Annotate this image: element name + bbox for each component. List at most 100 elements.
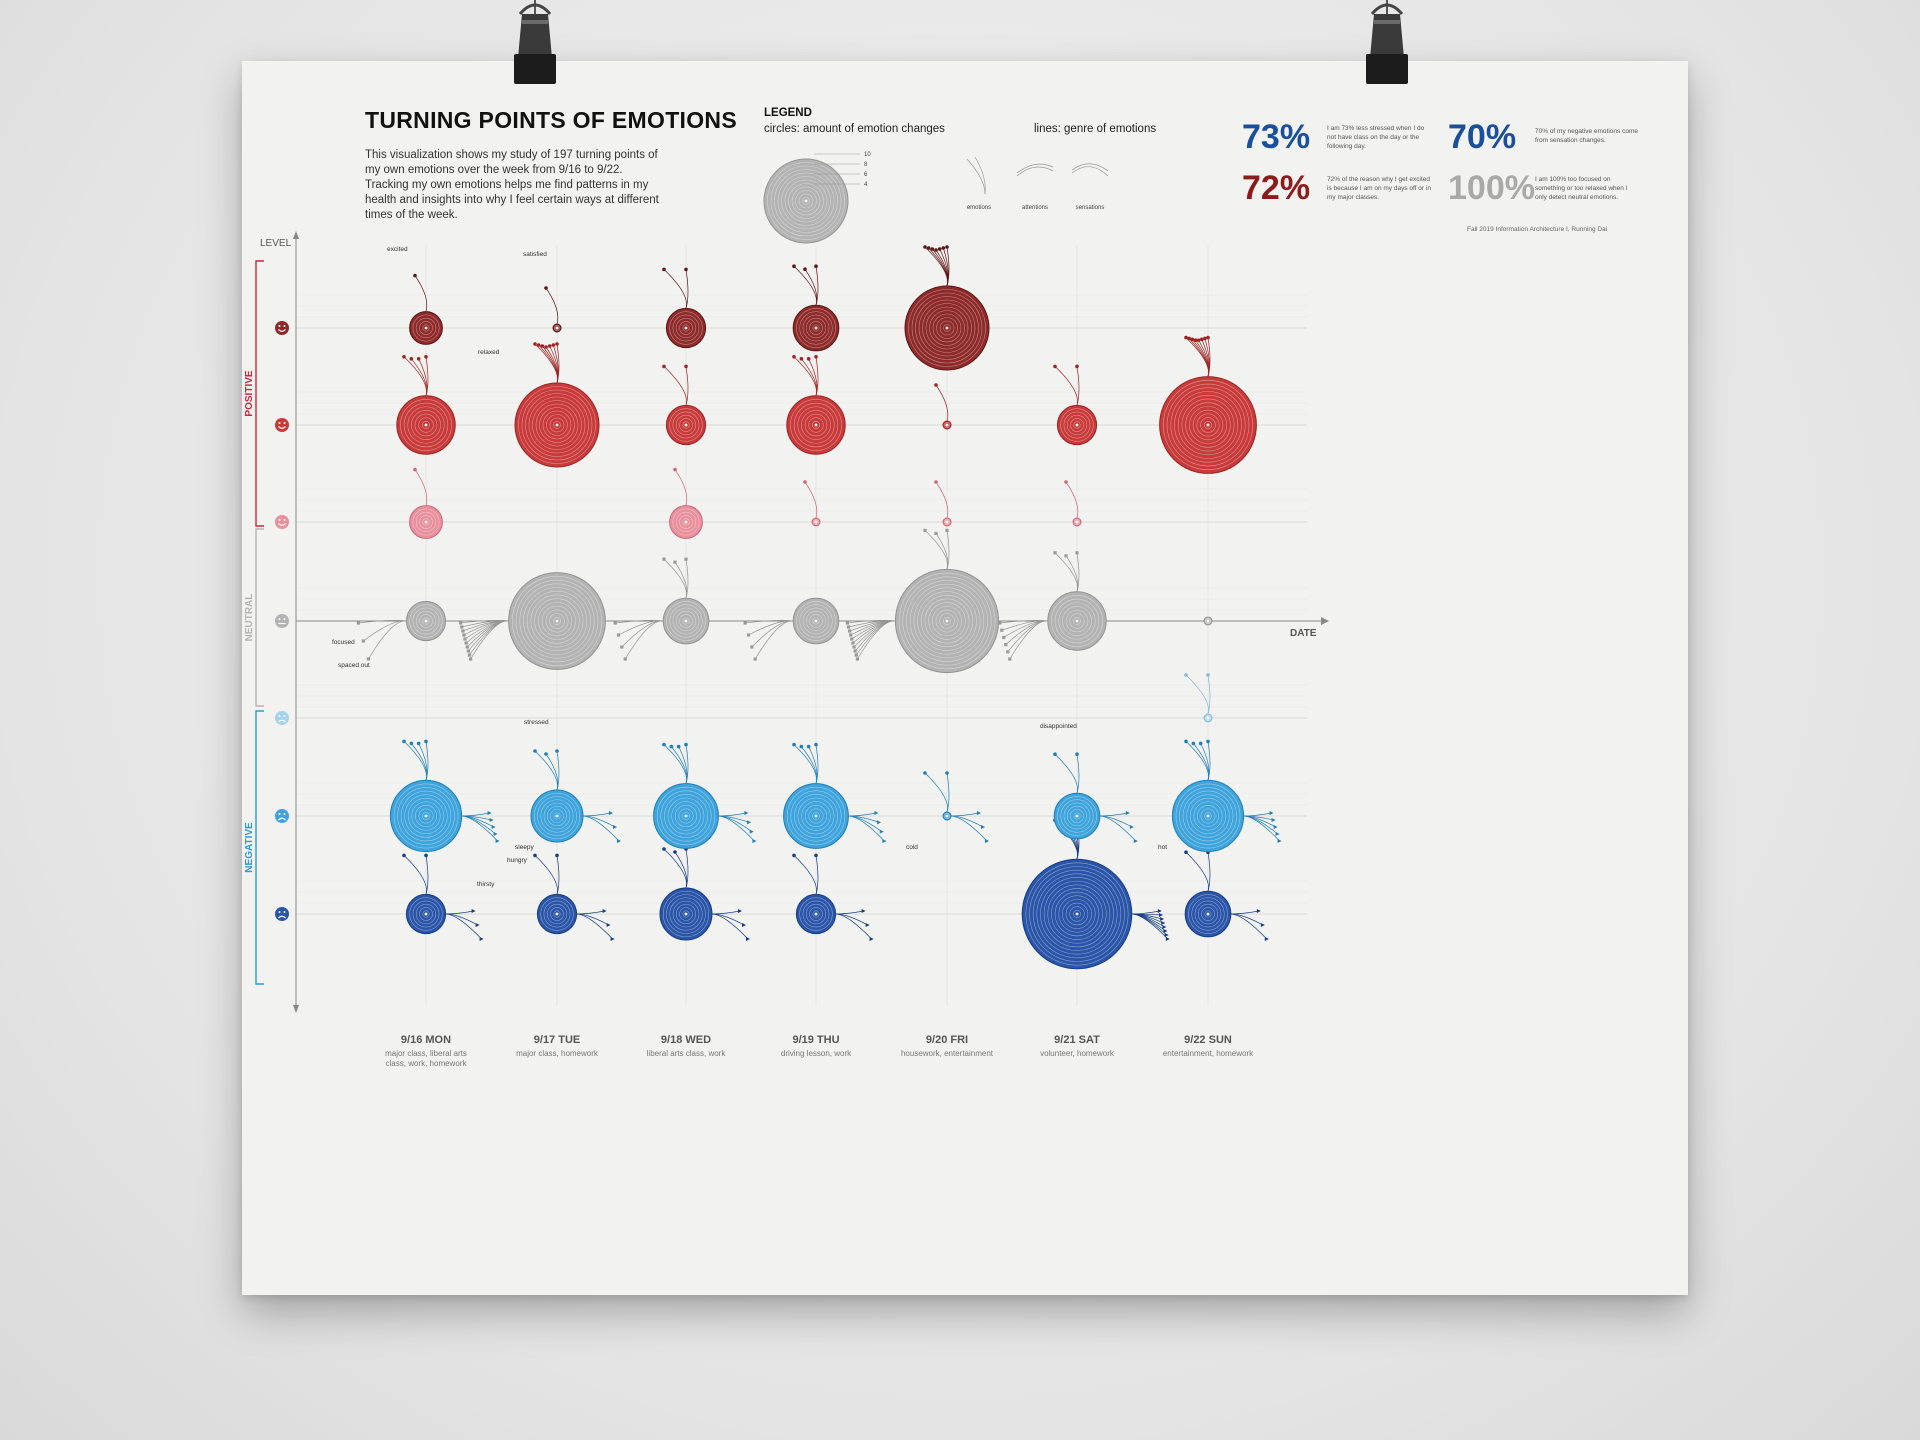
negative-label: NEGATIVE — [244, 822, 255, 873]
emotion-strands — [1053, 752, 1080, 794]
ring-line — [419, 321, 433, 335]
strand-triangle — [1165, 937, 1170, 941]
legend-heading: LEGEND — [764, 107, 812, 119]
face-eye — [283, 911, 286, 913]
ring-line — [812, 812, 820, 820]
strand-square — [459, 621, 463, 625]
ring-center — [1075, 619, 1079, 623]
ring-line — [909, 583, 985, 659]
emotion-circle — [1184, 890, 1232, 938]
strand-dot — [413, 273, 417, 278]
strand-dot — [662, 267, 666, 272]
strand-square — [465, 645, 469, 649]
strand-dot — [1206, 335, 1210, 340]
strand-dot — [803, 480, 807, 484]
ring-line — [679, 418, 693, 432]
ring-line — [411, 410, 441, 440]
ring-line — [931, 605, 963, 637]
strand-square — [462, 633, 466, 637]
ring-line — [788, 183, 824, 219]
face-icon-level--1 — [275, 711, 289, 725]
strand-line — [685, 744, 689, 784]
strand-dot — [402, 355, 406, 359]
ring-line — [944, 422, 950, 428]
strand-line — [671, 746, 687, 784]
ring-line — [804, 413, 828, 437]
ring-line — [805, 903, 827, 925]
sensation-strands — [848, 811, 887, 843]
ring-line — [1186, 794, 1230, 838]
emotion-circle — [1047, 591, 1107, 651]
ring-line — [802, 607, 830, 635]
ring-line — [553, 421, 561, 429]
strand-triangle — [985, 839, 989, 843]
emotion-strands — [1184, 739, 1211, 781]
ring-line — [1051, 888, 1103, 940]
strand-square — [934, 531, 938, 535]
sensation-strands — [445, 909, 484, 941]
emotion-circle — [1171, 779, 1245, 853]
strand-line — [685, 269, 689, 309]
ring-line — [944, 519, 950, 525]
y-axis-arrow — [293, 231, 299, 239]
ring-line — [1188, 894, 1228, 934]
ring-line — [795, 190, 817, 212]
legend-line-sensations: sensations — [1071, 163, 1109, 211]
ring-line — [666, 894, 706, 934]
legend-scale-value: 4 — [864, 182, 868, 188]
face-eye — [278, 911, 281, 913]
ring-line — [682, 518, 690, 526]
ring-line — [1060, 799, 1094, 833]
ring-line — [915, 296, 979, 360]
strand-line — [663, 366, 687, 406]
ring-line — [799, 604, 833, 638]
strand-dot — [926, 246, 931, 250]
annotation-label: cold — [906, 844, 918, 851]
ring-line — [1185, 402, 1231, 448]
strand-line — [469, 620, 509, 656]
face-mouth — [278, 915, 286, 919]
ring-line — [1054, 891, 1100, 937]
ring-line — [666, 601, 706, 641]
strand-line — [1099, 815, 1132, 828]
strand-square — [1004, 643, 1008, 647]
binder-clip-left — [514, 0, 556, 84]
ring-center — [945, 619, 949, 623]
legend-stroke — [974, 156, 986, 195]
sensation-strands — [576, 909, 615, 941]
strand-dot — [424, 355, 428, 359]
strand-square — [923, 528, 927, 532]
ring-line — [1065, 902, 1089, 926]
emotion-circle — [405, 893, 447, 935]
strand-square — [855, 657, 859, 661]
strand-dot — [1198, 741, 1203, 746]
strand-line — [835, 913, 868, 926]
strand-triangle — [602, 909, 607, 913]
ring-line — [799, 311, 833, 345]
ring-line — [526, 590, 588, 652]
strand-dot — [1053, 364, 1057, 369]
stat-72-note: 72% of the reason why I get excited is b… — [1327, 176, 1431, 201]
ring-line — [770, 165, 842, 237]
ring-line — [1205, 715, 1211, 721]
ring-line — [679, 907, 693, 921]
strand-dot — [662, 847, 666, 851]
ring-line — [422, 617, 430, 625]
ring-line — [1204, 812, 1212, 820]
emotion-strands — [792, 355, 819, 396]
strand-dot — [673, 467, 677, 472]
strand-triangle — [1277, 839, 1282, 843]
ring-line — [943, 617, 951, 625]
strand-line — [711, 913, 745, 926]
ring-line — [422, 910, 430, 918]
ring-center — [1075, 912, 1079, 916]
ring-line — [1189, 797, 1227, 835]
emotion-strands — [792, 853, 819, 895]
strand-line — [804, 269, 818, 306]
strand-square — [1008, 657, 1012, 661]
strand-triangle — [1271, 818, 1276, 822]
strand-triangle — [981, 825, 985, 829]
strand-line — [754, 620, 794, 660]
strand-triangle — [1264, 937, 1269, 941]
strand-line — [534, 750, 558, 791]
